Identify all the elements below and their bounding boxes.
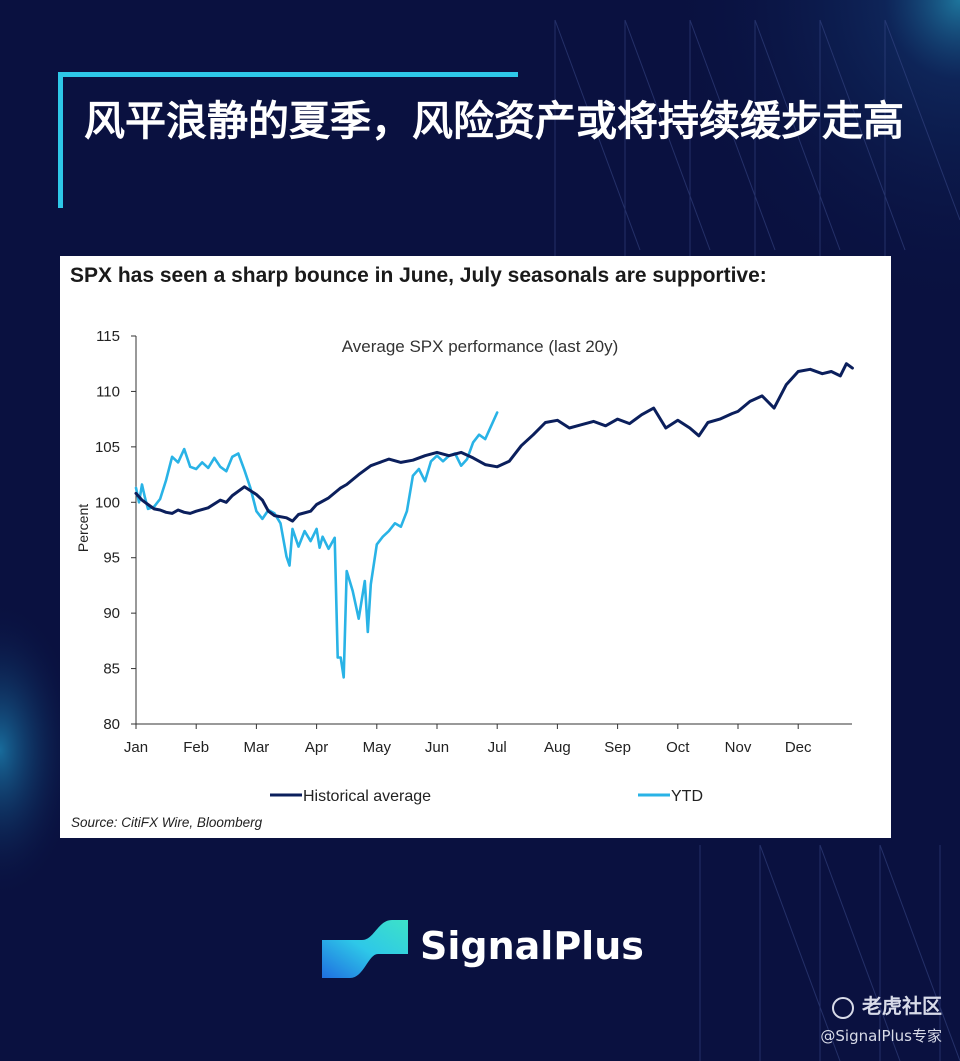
y-axis-label: Percent (75, 504, 91, 552)
signalplus-logo-icon (322, 920, 408, 978)
series-line-ytd (134, 411, 499, 679)
y-tick-label: 80 (103, 716, 120, 733)
chart-title: Average SPX performance (last 20y) (342, 337, 619, 356)
x-tick-label: Oct (666, 739, 690, 756)
axes (135, 336, 852, 725)
y-tick-label: 110 (96, 383, 120, 400)
y-tick-label: 115 (96, 328, 120, 345)
x-tick-label: Apr (305, 739, 328, 756)
page-title: 风平浪静的夏季，风险资产或将持续缓步走高 (84, 97, 904, 145)
x-tick-label: Sep (604, 739, 631, 756)
legend-label: YTD (671, 788, 703, 805)
legend-label: Historical average (303, 788, 431, 805)
chart-headline: SPX has seen a sharp bounce in June, Jul… (70, 264, 767, 287)
x-tick-label: Nov (725, 739, 752, 756)
title-block: 风平浪静的夏季，风险资产或将持续缓步走高 (58, 72, 958, 212)
y-tick-label: 85 (103, 661, 120, 678)
chart-panel: SPX has seen a sharp bounce in June, Jul… (60, 256, 891, 838)
brand-name: SignalPlus (420, 924, 644, 968)
series-line-historical-average (134, 362, 854, 523)
x-tick-label: Aug (544, 739, 571, 756)
chart-source: Source: CitiFX Wire, Bloomberg (71, 815, 263, 830)
series-lines (134, 362, 854, 679)
title-accent-bar (58, 72, 518, 77)
x-tick-label: Jun (425, 739, 449, 756)
x-tick-label: May (363, 739, 392, 756)
tiger-icon (832, 996, 854, 1019)
x-tick-label: Dec (785, 739, 812, 756)
x-tick-label: Feb (183, 739, 209, 756)
x-tick-label: Jan (124, 739, 148, 756)
legend: Historical average YTD (270, 788, 703, 805)
watermark-author: @SignalPlus专家 (820, 1027, 942, 1045)
brand-logo: SignalPlus (322, 918, 652, 982)
y-tick-label: 100 (95, 494, 120, 511)
watermark-site: 老虎社区 (862, 994, 942, 1018)
line-chart: Average SPX performance (last 20y) Perce… (75, 328, 854, 805)
x-tick-label: Jul (488, 739, 507, 756)
x-tick-label: Mar (243, 739, 269, 756)
title-accent-side (58, 72, 63, 208)
y-tick-label: 105 (95, 439, 120, 456)
y-ticks: 80 85 90 95 100 105 110 115 (95, 328, 136, 733)
watermark: 老虎社区 @SignalPlus专家 (820, 990, 942, 1046)
y-tick-label: 90 (103, 605, 120, 622)
x-ticks: Jan Feb Mar Apr May Jun Jul Aug Sep Oct Nov Dec (124, 724, 812, 756)
y-tick-label: 95 (103, 550, 120, 567)
